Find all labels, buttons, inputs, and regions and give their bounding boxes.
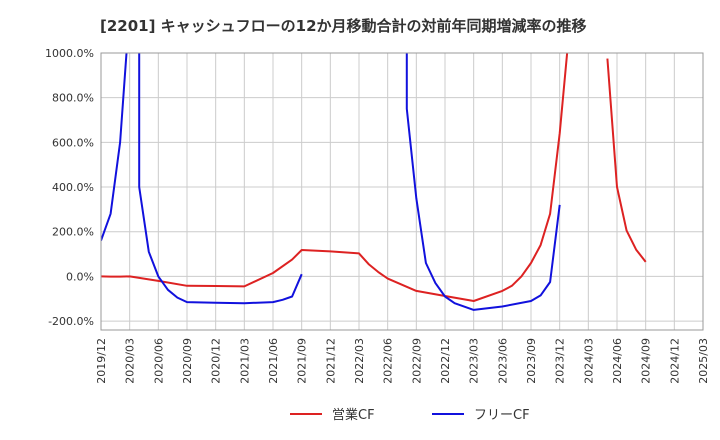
y-tick-label: 0.0% (66, 270, 94, 283)
y-tick-label: 1000.0% (45, 47, 94, 60)
x-axis: 2019/12 2020/03 2020/06 2020/09 2020/12 2021/… (95, 338, 710, 384)
series-line-free-cf (405, 53, 561, 311)
x-tick-label: 2019/12 (95, 338, 108, 384)
x-tick-label: 2023/12 (554, 338, 567, 384)
x-tick-label: 2020/03 (124, 338, 137, 384)
series-group (101, 53, 647, 311)
y-tick-label: 800.0% (52, 92, 94, 105)
x-tick-label: 2020/12 (210, 338, 223, 384)
x-tick-label: 2023/06 (496, 338, 509, 384)
x-tick-label: 2022/12 (439, 338, 452, 384)
x-tick-label: 2021/03 (238, 338, 251, 384)
y-tick-label: 600.0% (52, 136, 94, 149)
x-tick-label: 2020/06 (152, 338, 165, 384)
plot-border (100, 52, 704, 331)
y-axis: -200.0% 0.0% 200.0% 400.0% 600.0% 800.0% 1000.… (45, 47, 94, 328)
legend-label: 営業CF (332, 407, 375, 423)
x-tick-label: 2023/09 (525, 338, 538, 384)
legend-label: フリーCF (474, 408, 530, 423)
x-tick-label: 2024/06 (611, 338, 624, 384)
chart-title: [2201] キャッシュフローの12か月移動合計の対前年同期増減率の推移 (100, 17, 587, 35)
series-line-operating-cf (101, 53, 569, 302)
series-line-free-cf (138, 53, 303, 305)
x-tick-label: 2023/03 (468, 338, 481, 384)
x-tick-label: 2024/03 (582, 338, 595, 384)
x-tick-label: 2021/06 (267, 338, 280, 384)
grid (100, 52, 704, 330)
x-tick-label: 2024/12 (668, 338, 681, 384)
y-tick-label: 200.0% (52, 226, 94, 239)
x-tick-label: 2025/03 (697, 338, 710, 384)
x-tick-label: 2022/06 (382, 338, 395, 384)
x-tick-label: 2021/09 (296, 338, 309, 384)
x-tick-label: 2020/09 (181, 338, 194, 384)
x-tick-label: 2021/12 (324, 338, 337, 384)
y-tick-label: -200.0% (48, 315, 94, 328)
legend: 営業CF フリーCF (290, 407, 530, 423)
series-line-operating-cf (606, 58, 647, 263)
y-tick-label: 400.0% (52, 181, 94, 194)
x-tick-label: 2022/09 (410, 338, 423, 384)
series-line-free-cf (101, 53, 128, 241)
x-tick-label: 2024/09 (640, 338, 653, 384)
x-tick-label: 2022/03 (353, 338, 366, 384)
